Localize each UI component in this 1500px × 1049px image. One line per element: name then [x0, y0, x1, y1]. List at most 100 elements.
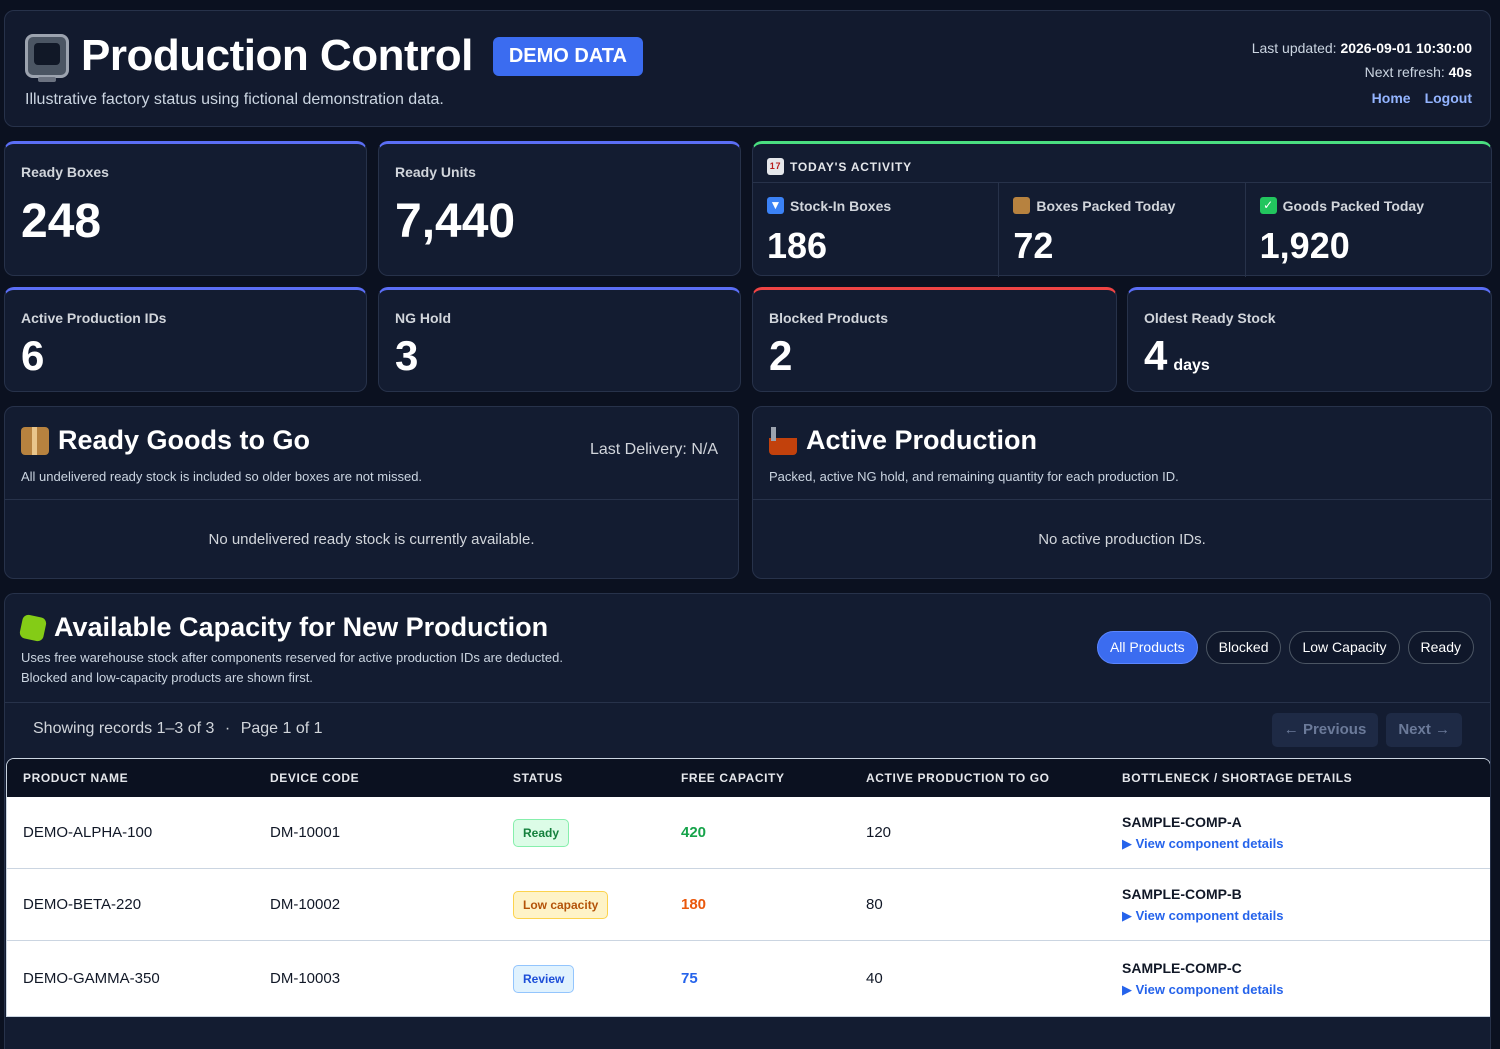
page-title: Production Control [81, 31, 473, 80]
stock-in-label-text: Stock-In Boxes [790, 197, 892, 214]
home-link[interactable]: Home [1371, 90, 1411, 106]
capacity-panel: Available Capacity for New Production Us… [4, 593, 1491, 1049]
demo-data-badge: DEMO DATA [492, 36, 643, 76]
product-name: DEMO-BETA-220 [23, 896, 142, 913]
table-row: DEMO-BETA-220 DM-10002 Low capacity 180 … [7, 869, 1490, 941]
page-header: Production Control DEMO DATA Illustrativ… [4, 10, 1491, 127]
active-production-empty: No active production IDs. [1038, 531, 1206, 548]
table-row: DEMO-ALPHA-100 DM-10001 Ready 420 120 SA… [7, 797, 1490, 869]
activity-heading: 17 TODAY'S ACTIVITY [767, 158, 912, 175]
component-name: SAMPLE-COMP-C [1122, 959, 1242, 976]
device-code: DM-10002 [270, 896, 341, 913]
table-row: DEMO-GAMMA-350 DM-10003 Review 75 40 SAM… [7, 941, 1490, 1017]
view-component-details-link[interactable]: ▶ View component details [1122, 836, 1490, 852]
stock-in-label: ▼ Stock-In Boxes [767, 197, 891, 214]
filter-low-capacity[interactable]: Low Capacity [1289, 631, 1400, 664]
status-cell: Review [513, 964, 681, 993]
refresh-info: Last updated: 2026-09-01 10:30:00 Next r… [1252, 36, 1472, 110]
ready-goods-description: All undelivered ready stock is included … [21, 469, 423, 484]
goods-packed-label-text: Goods Packed Today [1282, 197, 1424, 214]
free-capacity: 180 [681, 896, 707, 913]
title-row: Production Control DEMO DATA [25, 31, 643, 82]
view-component-details-link[interactable]: ▶ View component details [1122, 908, 1490, 924]
ready-goods-panel: Ready Goods to Go Last Delivery: N/A All… [4, 406, 739, 579]
ready-boxes-label: Ready Boxes [21, 164, 109, 180]
records-summary: Showing records 1–3 of 3 · Page 1 of 1 [33, 720, 323, 738]
blocked-products-value: 2 [769, 332, 793, 379]
filter-all-products[interactable]: All Products [1096, 631, 1198, 664]
ready-units-card: Ready Units 7,440 [378, 141, 741, 276]
view-component-details-text: View component details [1135, 835, 1284, 851]
boxes-packed-cell: Boxes Packed Today 72 [998, 183, 1244, 277]
boxes-packed-label: Boxes Packed Today [1013, 197, 1175, 214]
active-production-panel: Active Production Packed, active NG hold… [752, 406, 1492, 579]
oldest-stock-label: Oldest Ready Stock [1144, 310, 1276, 326]
product-name: DEMO-GAMMA-350 [23, 970, 160, 987]
oldest-stock-value: 4 days [1144, 332, 1210, 380]
active-to-go: 120 [866, 824, 892, 841]
active-production-title: Active Production [769, 425, 1037, 456]
active-ids-value: 6 [21, 332, 45, 379]
television-icon [25, 34, 69, 82]
bottleneck-cell: SAMPLE-COMP-B ▶ View component details [1122, 886, 1490, 924]
column-header: BOTTLENECK / SHORTAGE DETAILS [1122, 771, 1353, 785]
triangle-right-icon: ▶ [1122, 835, 1132, 851]
package-icon [21, 426, 49, 455]
activity-row: ▼ Stock-In Boxes 186 Boxes Packed Today 7… [753, 182, 1491, 277]
filter-chips: All Products Blocked Low Capacity Ready [1096, 631, 1474, 664]
separator-dot: · [224, 720, 231, 737]
boxes-packed-value: 72 [1013, 225, 1054, 266]
ready-goods-title-text: Ready Goods to Go [58, 425, 311, 455]
status-badge: Low capacity [513, 890, 609, 919]
active-to-go: 80 [866, 896, 883, 913]
next-refresh-value: 40s [1448, 64, 1472, 80]
oldest-stock-card: Oldest Ready Stock 4 days [1127, 287, 1492, 392]
last-updated-value: 2026-09-01 10:30:00 [1340, 40, 1472, 56]
column-header: FREE CAPACITY [681, 771, 785, 785]
capacity-description-line-2: Blocked and low-capacity products are sh… [21, 670, 313, 685]
ng-hold-card: NG Hold 3 [378, 287, 741, 392]
component-name: SAMPLE-COMP-A [1122, 813, 1242, 830]
check-icon: ✓ [1259, 197, 1277, 214]
view-component-details-text: View component details [1135, 907, 1284, 923]
filter-blocked[interactable]: Blocked [1205, 631, 1282, 664]
goods-packed-value: 1,920 [1259, 225, 1350, 266]
ng-hold-value: 3 [395, 332, 419, 379]
column-header: DEVICE CODE [270, 771, 360, 785]
ready-goods-title: Ready Goods to Go [21, 425, 310, 456]
next-button[interactable]: Next → [1386, 713, 1462, 747]
calendar-icon: 17 [767, 158, 784, 175]
oldest-stock-unit: days [1173, 357, 1210, 374]
ready-goods-empty: No undelivered ready stock is currently … [208, 531, 535, 548]
ready-units-label: Ready Units [395, 164, 476, 180]
product-name: DEMO-ALPHA-100 [23, 824, 153, 841]
logout-link[interactable]: Logout [1424, 90, 1472, 106]
ready-boxes-card: Ready Boxes 248 [4, 141, 367, 276]
ng-hold-label: NG Hold [395, 310, 451, 326]
status-cell: Low capacity [513, 890, 681, 919]
pagination: ← Previous Next → [1271, 713, 1462, 747]
capacity-title-text: Available Capacity for New Production [54, 612, 549, 642]
last-updated-label: Last updated: [1251, 40, 1337, 56]
free-capacity: 75 [681, 970, 698, 987]
active-ids-card: Active Production IDs 6 [4, 287, 367, 392]
view-component-details-link[interactable]: ▶ View component details [1122, 982, 1490, 998]
factory-icon [769, 426, 797, 455]
divider [5, 499, 738, 500]
page-subtitle: Illustrative factory status using fictio… [25, 91, 444, 108]
capacity-table: PRODUCT NAME DEVICE CODE STATUS FREE CAP… [6, 758, 1490, 1017]
column-header: STATUS [513, 771, 563, 785]
device-code: DM-10003 [270, 970, 341, 987]
blocked-products-card: Blocked Products 2 [752, 287, 1117, 392]
next-refresh-label: Next refresh: [1364, 64, 1445, 80]
package-icon [1013, 197, 1031, 214]
todays-activity-card: 17 TODAY'S ACTIVITY ▼ Stock-In Boxes 186 … [752, 141, 1492, 277]
activity-heading-text: TODAY'S ACTIVITY [790, 159, 912, 174]
filter-ready[interactable]: Ready [1407, 631, 1474, 664]
free-capacity: 420 [681, 824, 707, 841]
previous-button[interactable]: ← Previous [1271, 713, 1379, 747]
component-name: SAMPLE-COMP-B [1122, 885, 1242, 902]
bottleneck-cell: SAMPLE-COMP-A ▶ View component details [1122, 814, 1490, 852]
active-production-title-text: Active Production [806, 425, 1038, 455]
ready-units-value: 7,440 [395, 195, 516, 248]
